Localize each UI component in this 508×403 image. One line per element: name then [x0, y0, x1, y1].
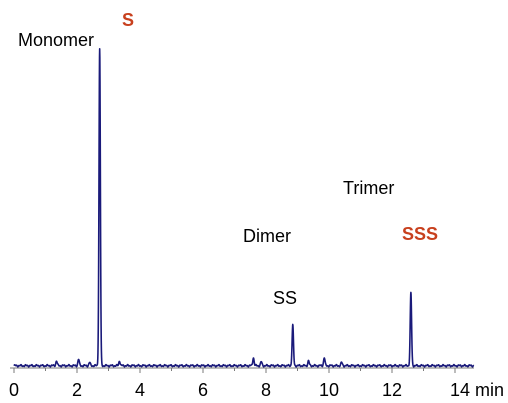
x-tick-label: 6 — [198, 380, 208, 400]
x-tick-label: 0 — [9, 380, 19, 400]
x-tick-label: 14 min — [450, 380, 504, 400]
x-tick-label: 4 — [135, 380, 145, 400]
monomer-label: Monomer — [18, 30, 94, 50]
dimer-label: Dimer — [243, 226, 291, 246]
x-tick-label: 10 — [319, 380, 339, 400]
x-axis-ticks — [13, 368, 456, 373]
x-tick-label: 2 — [72, 380, 82, 400]
x-axis-tick-labels: 0 2 4 6 8 10 12 14 min — [9, 380, 504, 400]
trimer-label: Trimer — [343, 178, 394, 198]
x-tick-label: 8 — [261, 380, 271, 400]
x-tick-label: 12 — [382, 380, 402, 400]
monomer-code-label: S — [122, 10, 134, 30]
dimer-code-label: SS — [273, 288, 297, 308]
trimer-code-label: SSS — [402, 224, 438, 244]
chromatogram-trace — [13, 48, 475, 368]
